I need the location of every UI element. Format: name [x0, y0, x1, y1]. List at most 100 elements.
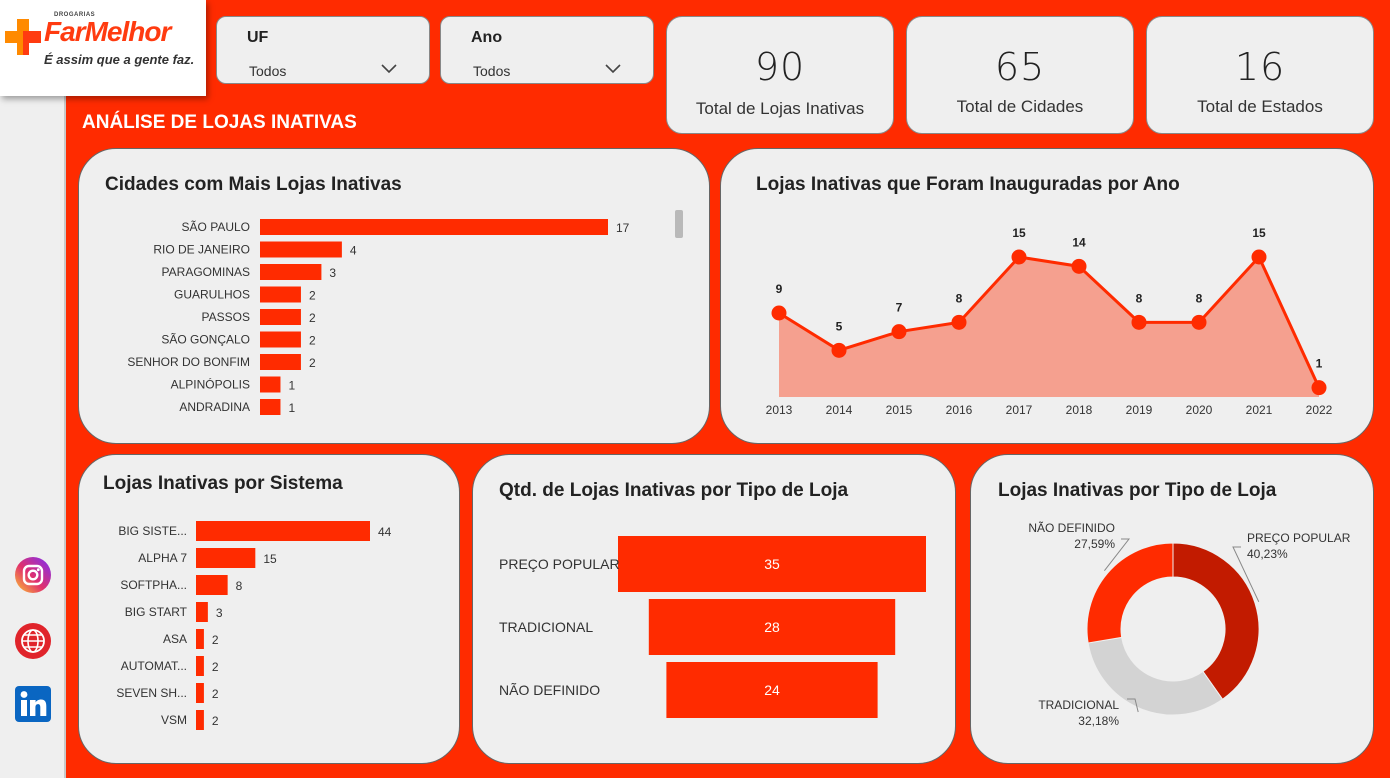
- category-label: SÃO PAULO: [182, 220, 250, 234]
- data-label: 2: [212, 660, 219, 674]
- category-label: GUARULHOS: [174, 288, 250, 302]
- data-point: [1251, 249, 1267, 265]
- left-sidebar: [0, 0, 66, 778]
- store-type-donut-chart: PREÇO POPULAR 40,23% TRADICIONAL 32,18% NÃO …: [1028, 521, 1351, 728]
- data-point: [1191, 314, 1207, 330]
- brand-logo: DROGARIAS FarMelhor É assim que a gente …: [0, 0, 206, 96]
- kpi-value: 90: [754, 45, 806, 89]
- chart-title: Lojas Inativas por Tipo de Loja: [998, 480, 1277, 501]
- leader-line: [1232, 546, 1260, 603]
- series-line: [778, 254, 1321, 389]
- data-label: 2: [212, 714, 219, 728]
- x-tick-label: 2017: [1006, 403, 1033, 417]
- funnel-bar: [648, 599, 896, 655]
- data-label: 8: [1196, 291, 1203, 305]
- kpi-total-states: 16 Total de Estados: [1146, 16, 1374, 134]
- bar: [260, 241, 342, 258]
- data-label: 17: [616, 221, 630, 235]
- bar: [196, 548, 256, 568]
- category-label: SÃO GONÇALO: [161, 333, 250, 347]
- x-tick-label: 2018: [1066, 403, 1093, 417]
- bar: [196, 575, 228, 595]
- donut-slice: [1172, 542, 1260, 700]
- category-label: ALPINÓPOLIS: [171, 377, 250, 392]
- uf-filter-value[interactable]: Todos: [249, 63, 287, 79]
- cities-chart-card: Cidades com Mais Lojas Inativas SÃO PAUL…: [78, 148, 710, 444]
- data-label: 44: [378, 525, 392, 539]
- data-label: 3: [216, 606, 223, 620]
- data-label: 28: [764, 619, 780, 635]
- bar: [260, 354, 301, 370]
- category-label: AUTOMAT...: [121, 659, 187, 673]
- bar: [196, 683, 204, 703]
- years-area-chart: 9 2013 5 2014 7 2015 8 2016 15 2017 14 2018 8 2019 8 20…: [766, 226, 1333, 417]
- kpi-value: 16: [1234, 45, 1286, 89]
- ano-filter-label: Ano: [471, 29, 503, 46]
- kpi-value: 65: [994, 45, 1046, 89]
- data-label: 2: [212, 687, 219, 701]
- store-type-funnel-card: Qtd. de Lojas Inativas por Tipo de Loja …: [472, 454, 956, 764]
- instagram-icon[interactable]: [14, 556, 52, 594]
- slice-value-label: 27,59%: [1074, 537, 1115, 551]
- data-label: 15: [1012, 226, 1026, 240]
- category-label: PASSOS: [202, 310, 250, 324]
- bar: [196, 602, 208, 622]
- chevron-down-icon[interactable]: [381, 64, 397, 74]
- years-chart-card: Lojas Inativas que Foram Inauguradas por…: [720, 148, 1374, 444]
- uf-filter-label: UF: [247, 29, 269, 46]
- slice-category-label: NÃO DEFINIDO: [1028, 521, 1115, 535]
- kpi-total-inactive-stores: 90 Total de Lojas Inativas: [666, 16, 894, 134]
- brand-slogan: É assim que a gente faz.: [44, 52, 195, 67]
- ano-filter-value[interactable]: Todos: [473, 63, 511, 79]
- chevron-down-icon[interactable]: [605, 64, 621, 74]
- bar: [196, 656, 204, 676]
- category-label: TRADICIONAL: [499, 619, 593, 635]
- globe-icon[interactable]: [14, 622, 52, 660]
- cities-bar-chart: SÃO PAULO 17 RIO DE JANEIRO 4 PARAGOMINAS 3 GU…: [127, 210, 683, 415]
- data-label: 8: [236, 579, 243, 593]
- data-label: 2: [309, 289, 316, 303]
- slice-value-label: 40,23%: [1247, 547, 1288, 561]
- data-label: 2: [309, 334, 316, 348]
- data-label: 15: [263, 552, 277, 566]
- data-point: [1011, 249, 1027, 265]
- data-label: 2: [309, 311, 316, 325]
- uf-filter[interactable]: UF Todos: [216, 16, 430, 84]
- x-tick-label: 2015: [886, 403, 913, 417]
- systems-bar-chart: BIG SISTE... 44 ALPHA 7 15 SOFTPHA... 8 BIG ST…: [116, 521, 392, 730]
- category-label: RIO DE JANEIRO: [153, 243, 250, 257]
- data-label: 14: [1072, 235, 1086, 249]
- donut-slice: [1087, 636, 1224, 716]
- bar: [260, 376, 281, 393]
- ano-filter[interactable]: Ano Todos: [440, 16, 654, 84]
- bar: [196, 521, 370, 541]
- slice-category-label: PREÇO POPULAR: [1247, 531, 1351, 545]
- chart-title: Lojas Inativas por Sistema: [103, 473, 343, 494]
- bar: [260, 331, 301, 348]
- data-label: 2: [309, 356, 316, 370]
- bar: [260, 309, 301, 325]
- scrollbar-thumb[interactable]: [675, 210, 683, 238]
- category-label: VSM: [161, 713, 187, 727]
- data-label: 1: [288, 401, 295, 415]
- category-label: PREÇO POPULAR: [499, 556, 620, 572]
- brand-name: FarMelhor: [44, 16, 171, 47]
- kpi-total-cities: 65 Total de Cidades: [906, 16, 1134, 134]
- data-label: 9: [776, 282, 783, 296]
- data-label: 3: [329, 266, 336, 280]
- section-title: ANÁLISE DE LOJAS INATIVAS: [82, 112, 357, 133]
- x-tick-label: 2022: [1306, 403, 1333, 417]
- data-label: 5: [836, 319, 843, 333]
- bar: [196, 629, 204, 649]
- data-point: [1131, 314, 1147, 330]
- data-label: 7: [896, 301, 903, 315]
- data-label: 35: [764, 556, 780, 572]
- data-point: [1311, 380, 1327, 396]
- data-label: 4: [350, 244, 357, 258]
- category-label: SENHOR DO BONFIM: [127, 355, 250, 369]
- linkedin-icon[interactable]: [14, 685, 52, 723]
- chart-title: Qtd. de Lojas Inativas por Tipo de Loja: [499, 480, 849, 501]
- x-tick-label: 2013: [766, 403, 793, 417]
- funnel-bar: [618, 536, 926, 592]
- bar: [260, 399, 281, 415]
